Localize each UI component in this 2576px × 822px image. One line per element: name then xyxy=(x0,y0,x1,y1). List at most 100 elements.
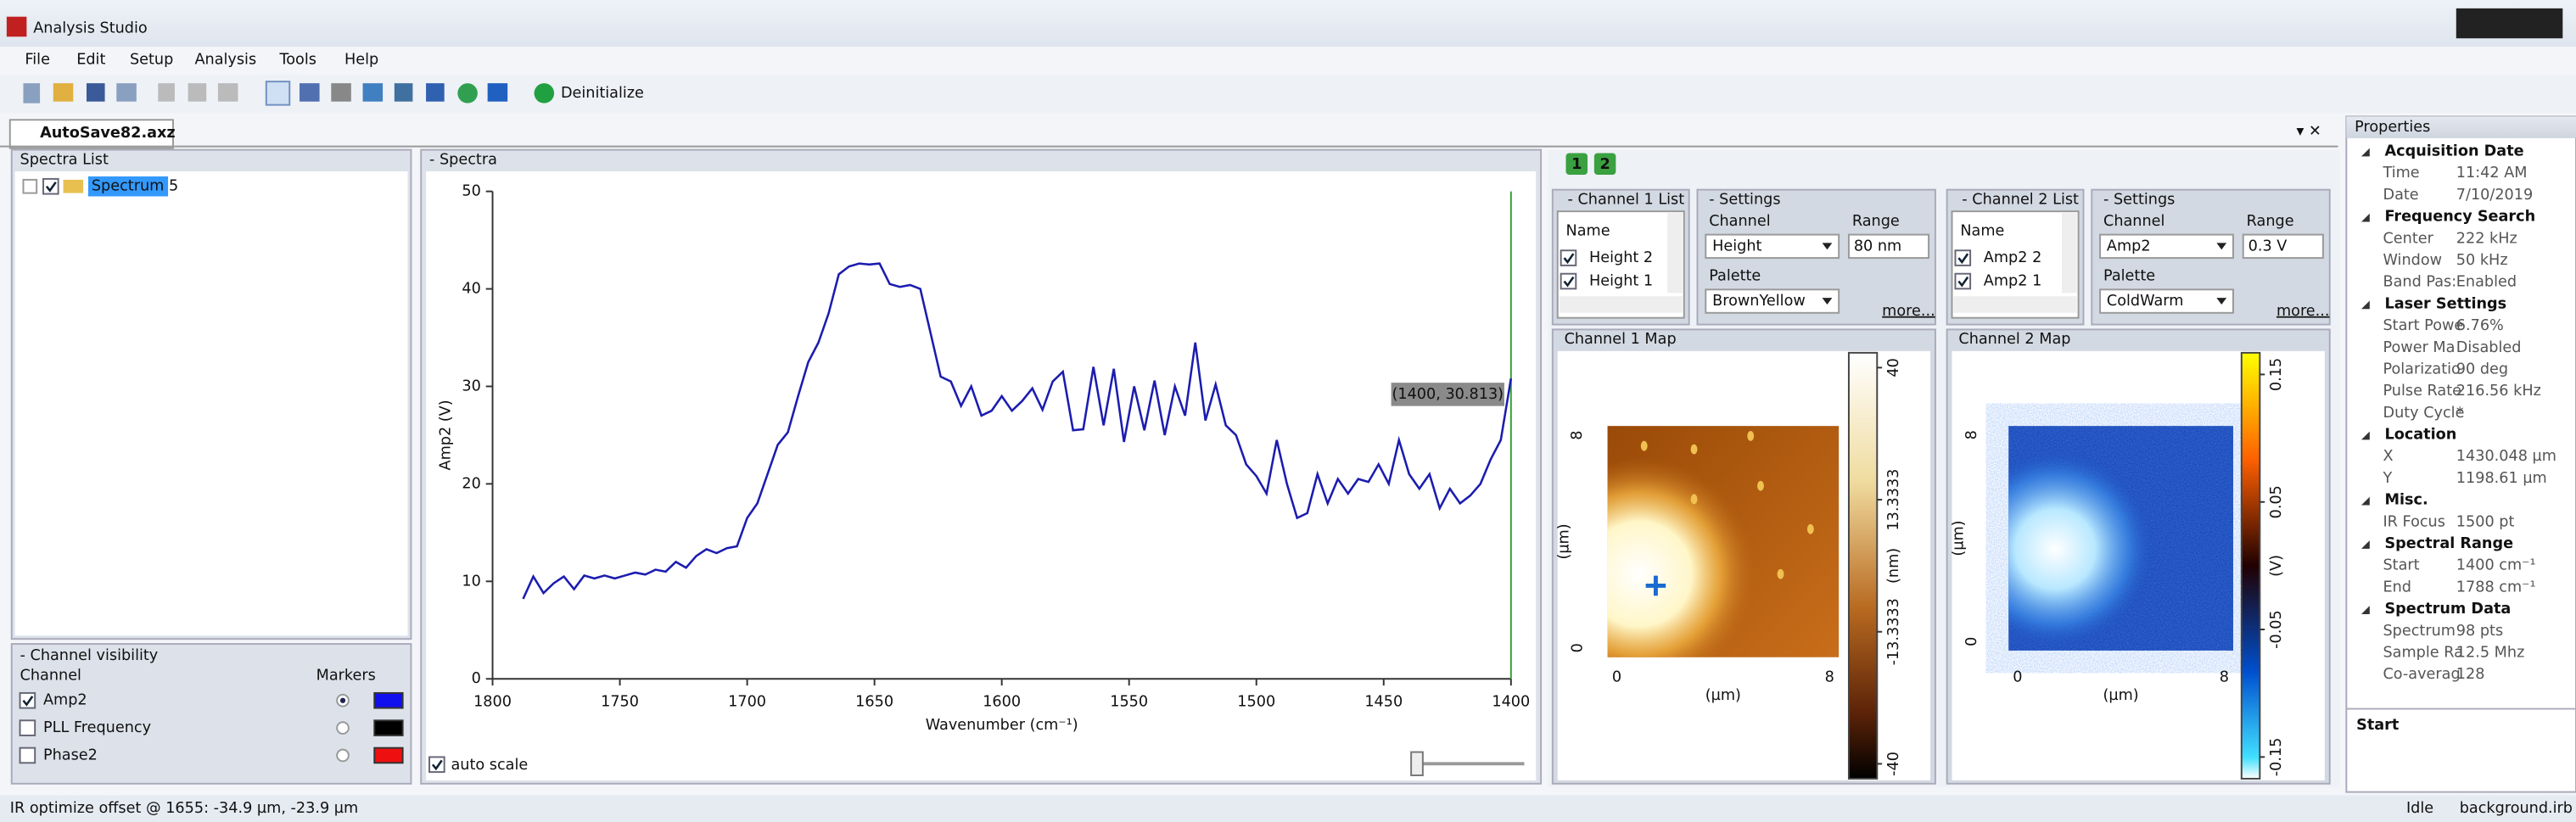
palette-select[interactable] xyxy=(2099,288,2234,314)
x-tick-label: 1450 xyxy=(1364,694,1403,711)
property-key: Window xyxy=(2383,252,2442,269)
x-tick-label: 1600 xyxy=(983,694,1021,711)
property-value: Enabled xyxy=(2456,274,2517,291)
layer-name: Height 1 xyxy=(1589,273,1653,290)
properties-header xyxy=(2346,116,2576,138)
range-input[interactable] xyxy=(1847,233,1930,260)
colorbar-tick-label: 13.3333 xyxy=(1885,469,1902,531)
colorbar xyxy=(1847,351,1879,780)
slider-thumb[interactable] xyxy=(1410,751,1424,776)
y-tick-label: 50 xyxy=(462,183,480,200)
property-key: Start xyxy=(2383,557,2419,574)
palette-select[interactable] xyxy=(1705,288,1840,314)
property-value: 1198.61 µm xyxy=(2456,470,2547,487)
tree-checkbox[interactable] xyxy=(42,177,59,195)
y-axis-label: Amp2 (V) xyxy=(438,400,455,470)
palette-value: BrownYellow xyxy=(1712,293,1806,310)
panel-title: - Channel 2 List xyxy=(1962,191,2079,208)
map-tab[interactable] xyxy=(1565,153,1588,176)
colorbar-label: (nm) xyxy=(1885,548,1902,584)
window-controls[interactable] xyxy=(2456,8,2563,39)
menu-item[interactable]: Analysis xyxy=(194,52,256,69)
tree-folder xyxy=(63,179,84,193)
toolbar-icons[interactable] xyxy=(23,81,555,106)
column-header: Name xyxy=(1960,223,2004,240)
map-feature xyxy=(1777,568,1784,579)
channel-checkbox[interactable] xyxy=(19,691,36,709)
y-tick-label: 30 xyxy=(462,377,480,394)
channel-select-value: Height xyxy=(1712,238,1761,254)
x-axis-label: Wavenumber (cm⁻¹) xyxy=(926,717,1078,734)
property-value: 1400 cm⁻¹ xyxy=(2456,557,2536,574)
property-key: Polarizatio xyxy=(2383,361,2460,377)
tab-menu[interactable]: ▾ ✕ xyxy=(2297,123,2321,140)
channel-color[interactable] xyxy=(373,691,404,709)
section-name: Spectrum Data xyxy=(2384,601,2511,618)
layer-checkbox[interactable] xyxy=(1954,249,1972,266)
map-image-blob xyxy=(2008,426,2233,651)
list-hscrollbar[interactable] xyxy=(1953,296,2077,313)
column-header: Markers xyxy=(316,667,376,684)
menu-item[interactable]: File xyxy=(25,52,50,69)
map-feature xyxy=(1640,440,1648,451)
y-tick-label: 0 xyxy=(472,670,481,687)
plot-background xyxy=(426,171,1537,780)
marker-radio[interactable] xyxy=(336,721,350,735)
layer-checkbox[interactable] xyxy=(1560,249,1577,266)
more-link[interactable]: more... xyxy=(1882,303,1935,320)
range-input[interactable] xyxy=(2242,233,2324,260)
layer-checkbox[interactable] xyxy=(1954,272,1972,290)
spectra-tree xyxy=(14,171,408,636)
panel-title: - Channel visibility xyxy=(20,647,159,664)
map-y-tick-label: 0 xyxy=(1569,643,1586,652)
property-key: Time xyxy=(2382,165,2419,182)
layer-checkbox-check xyxy=(1563,253,1575,265)
property-key: Power Ma xyxy=(2383,339,2455,356)
layer-checkbox[interactable] xyxy=(1560,272,1577,290)
property-key: Sample Ra xyxy=(2383,644,2462,661)
section-name: Laser Settings xyxy=(2384,295,2506,312)
property-key: Pulse Rate xyxy=(2383,383,2461,400)
property-key: Y xyxy=(2382,470,2392,487)
channel-checkbox[interactable] xyxy=(19,719,36,736)
menu-item[interactable]: Help xyxy=(344,52,378,69)
map-x-axis-label: (µm) xyxy=(2103,687,2139,704)
channel-name: Phase2 xyxy=(43,747,98,763)
property-description-title: Start xyxy=(2356,717,2400,734)
map-x-tick-label: 0 xyxy=(1612,668,1621,685)
app-icon xyxy=(6,16,27,37)
channel-checkbox[interactable] xyxy=(19,747,36,764)
cursor-tooltip-text: (1400, 30.813) xyxy=(1392,386,1504,403)
menu-item[interactable]: Tools xyxy=(278,52,316,69)
channel-name: Amp2 xyxy=(43,692,87,709)
channel-color[interactable] xyxy=(373,747,404,764)
tree-expander[interactable] xyxy=(22,178,38,194)
deinitialize-button[interactable]: Deinitialize xyxy=(561,85,644,102)
tree-item[interactable]: Spectrum 5 xyxy=(92,178,178,195)
list-scrollbar xyxy=(2061,213,2077,294)
x-tick-label: 1700 xyxy=(728,694,766,711)
channel-select[interactable] xyxy=(2099,233,2234,260)
map-x-tick-label: 0 xyxy=(2013,668,2022,685)
list-hscrollbar[interactable] xyxy=(1559,296,1683,313)
channel-select[interactable] xyxy=(1705,233,1840,260)
status-state: Idle xyxy=(2406,800,2433,817)
auto-scale-checkbox[interactable] xyxy=(428,756,445,774)
property-key: Duty Cycle xyxy=(2383,405,2464,422)
menu-item[interactable]: Setup xyxy=(130,52,173,69)
map-y-tick-label: 0 xyxy=(1963,637,1980,646)
document-tab[interactable] xyxy=(8,119,174,149)
menu-item[interactable]: Edit xyxy=(76,52,105,69)
map-tab[interactable] xyxy=(1593,153,1616,176)
marker-radio[interactable] xyxy=(336,748,350,763)
panel-title: Channel 1 Map xyxy=(1565,331,1677,348)
property-key: Band Pas: xyxy=(2383,274,2456,291)
property-value: 11:42 AM xyxy=(2456,165,2528,182)
section-name: Spectral Range xyxy=(2384,535,2513,552)
map-feature xyxy=(1806,523,1814,534)
document-tab-label[interactable]: AutoSave82.axz xyxy=(40,125,176,142)
channel-color[interactable] xyxy=(373,719,404,736)
marker-radio-dot xyxy=(339,697,346,703)
field-label: Palette xyxy=(1709,268,1761,285)
more-link[interactable]: more... xyxy=(2276,303,2330,320)
